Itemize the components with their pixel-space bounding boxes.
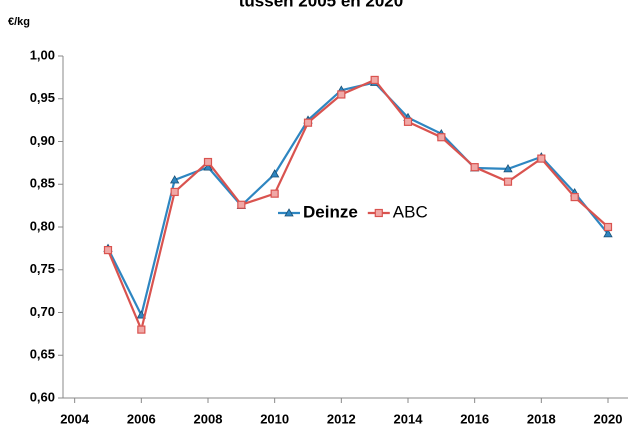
marker xyxy=(203,157,213,167)
y-tick-label: 0,95 xyxy=(30,90,55,105)
x-tick-label: 2012 xyxy=(327,411,356,426)
y-tick-label: 0,60 xyxy=(30,389,55,404)
y-tick-label: 1,00 xyxy=(30,47,55,62)
marker xyxy=(470,163,479,172)
x-tick-label: 2006 xyxy=(127,411,156,426)
marker xyxy=(603,222,613,232)
x-tick-label: 2020 xyxy=(594,411,623,426)
marker xyxy=(403,117,413,126)
x-tick-label: 2010 xyxy=(260,411,289,426)
y-tick-label: 0,85 xyxy=(30,176,55,191)
marker xyxy=(203,162,213,171)
marker xyxy=(374,208,383,218)
y-tick-label: 0,75 xyxy=(30,261,55,276)
y-tick-label: 0,90 xyxy=(30,133,55,148)
x-tick-label: 2016 xyxy=(460,411,489,426)
marker xyxy=(269,169,280,178)
y-tick-label: 0,70 xyxy=(30,304,55,319)
marker xyxy=(103,245,113,255)
marker xyxy=(237,200,246,209)
x-tick-label: 2014 xyxy=(394,411,424,426)
marker xyxy=(137,325,146,334)
marker xyxy=(603,229,613,238)
marker xyxy=(570,192,579,202)
marker xyxy=(170,187,179,197)
marker xyxy=(437,133,446,142)
marker xyxy=(136,310,147,319)
y-tick-label: 0,80 xyxy=(30,218,55,233)
marker xyxy=(284,208,294,217)
y-tick-label: 0,65 xyxy=(30,347,55,362)
series-line xyxy=(107,81,609,319)
series-line xyxy=(106,78,609,334)
marker xyxy=(337,90,346,99)
x-tick-label: 2018 xyxy=(527,411,556,426)
y-axis-label: €/kg xyxy=(8,16,30,28)
x-tick-label: 2004 xyxy=(60,411,90,426)
legend-label: Deinze xyxy=(303,202,358,221)
marker xyxy=(503,177,513,186)
marker xyxy=(303,118,313,127)
chart-title: tussen 2005 en 2020 xyxy=(239,0,403,10)
marker xyxy=(169,175,180,184)
marker xyxy=(270,189,279,198)
legend-label: ABC xyxy=(393,202,428,221)
marker xyxy=(503,164,513,173)
marker xyxy=(537,154,546,163)
x-tick-label: 2008 xyxy=(194,411,223,426)
marker xyxy=(370,75,379,85)
